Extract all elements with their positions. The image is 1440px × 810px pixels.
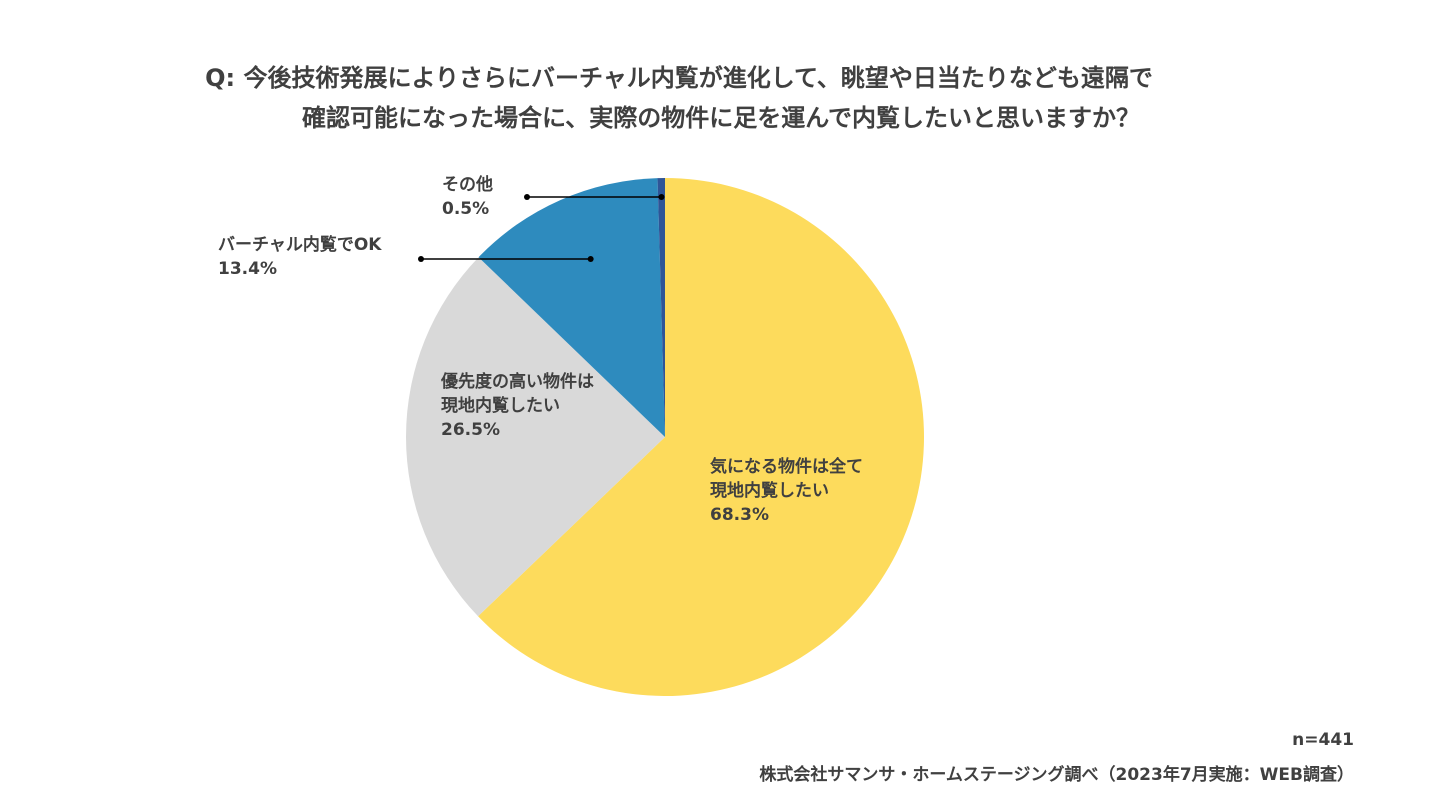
leader-other-dot-0 xyxy=(524,194,530,200)
label-slice-priority-onsite-line1: 優先度の高い物件は xyxy=(441,372,594,392)
label-slice-all-onsite-line2: 現地内覧したい xyxy=(710,481,829,501)
label-slice-other: その他 0.5% xyxy=(442,173,493,221)
pie-slice-all-onsite xyxy=(478,178,924,697)
pie-slices xyxy=(405,178,924,697)
source-note: 株式会社サマンサ・ホームステージング調べ（2023年7月実施：WEB調査） xyxy=(759,765,1354,785)
label-slice-virtual-ok-pct: 13.4% xyxy=(218,259,277,279)
label-slice-other-pct: 0.5% xyxy=(442,199,490,219)
leader-virtual-ok-dot-0 xyxy=(418,256,424,262)
sample-size: n=441 xyxy=(1292,730,1354,750)
leader-lines xyxy=(418,194,665,262)
label-slice-other-line1: その他 xyxy=(442,175,493,195)
label-slice-priority-onsite-pct: 26.5% xyxy=(441,420,500,440)
leader-virtual-ok-dot-1 xyxy=(587,256,594,262)
label-slice-virtual-ok-line1: バーチャル内覧でOK xyxy=(218,235,382,255)
label-slice-all-onsite-line1: 気になる物件は全て xyxy=(710,457,863,477)
title-line-2: 確認可能になった場合に、実際の物件に足を運んで内覧したいと思いますか？ xyxy=(301,104,1141,132)
pie-slice-virtual-ok xyxy=(478,178,665,438)
label-slice-all-onsite-pct: 68.3% xyxy=(710,505,769,525)
title-line-1: Q: 今後技術発展によりさらにバーチャル内覧が進化して、眺望や日当たりなども遠隔… xyxy=(205,64,1153,92)
chart-title: Q: 今後技術発展によりさらにバーチャル内覧が進化して、眺望や日当たりなども遠隔… xyxy=(0,58,1440,138)
label-slice-priority-onsite-line2: 現地内覧したい xyxy=(441,396,560,416)
pie-slice-priority-onsite xyxy=(405,257,665,617)
label-slice-all-onsite: 気になる物件は全て 現地内覧したい 68.3% xyxy=(710,455,863,527)
pie-slice-other xyxy=(657,178,665,437)
label-slice-priority-onsite: 優先度の高い物件は 現地内覧したい 26.5% xyxy=(441,370,594,442)
leader-other-dot-1 xyxy=(658,194,665,200)
label-slice-virtual-ok: バーチャル内覧でOK 13.4% xyxy=(218,233,381,281)
